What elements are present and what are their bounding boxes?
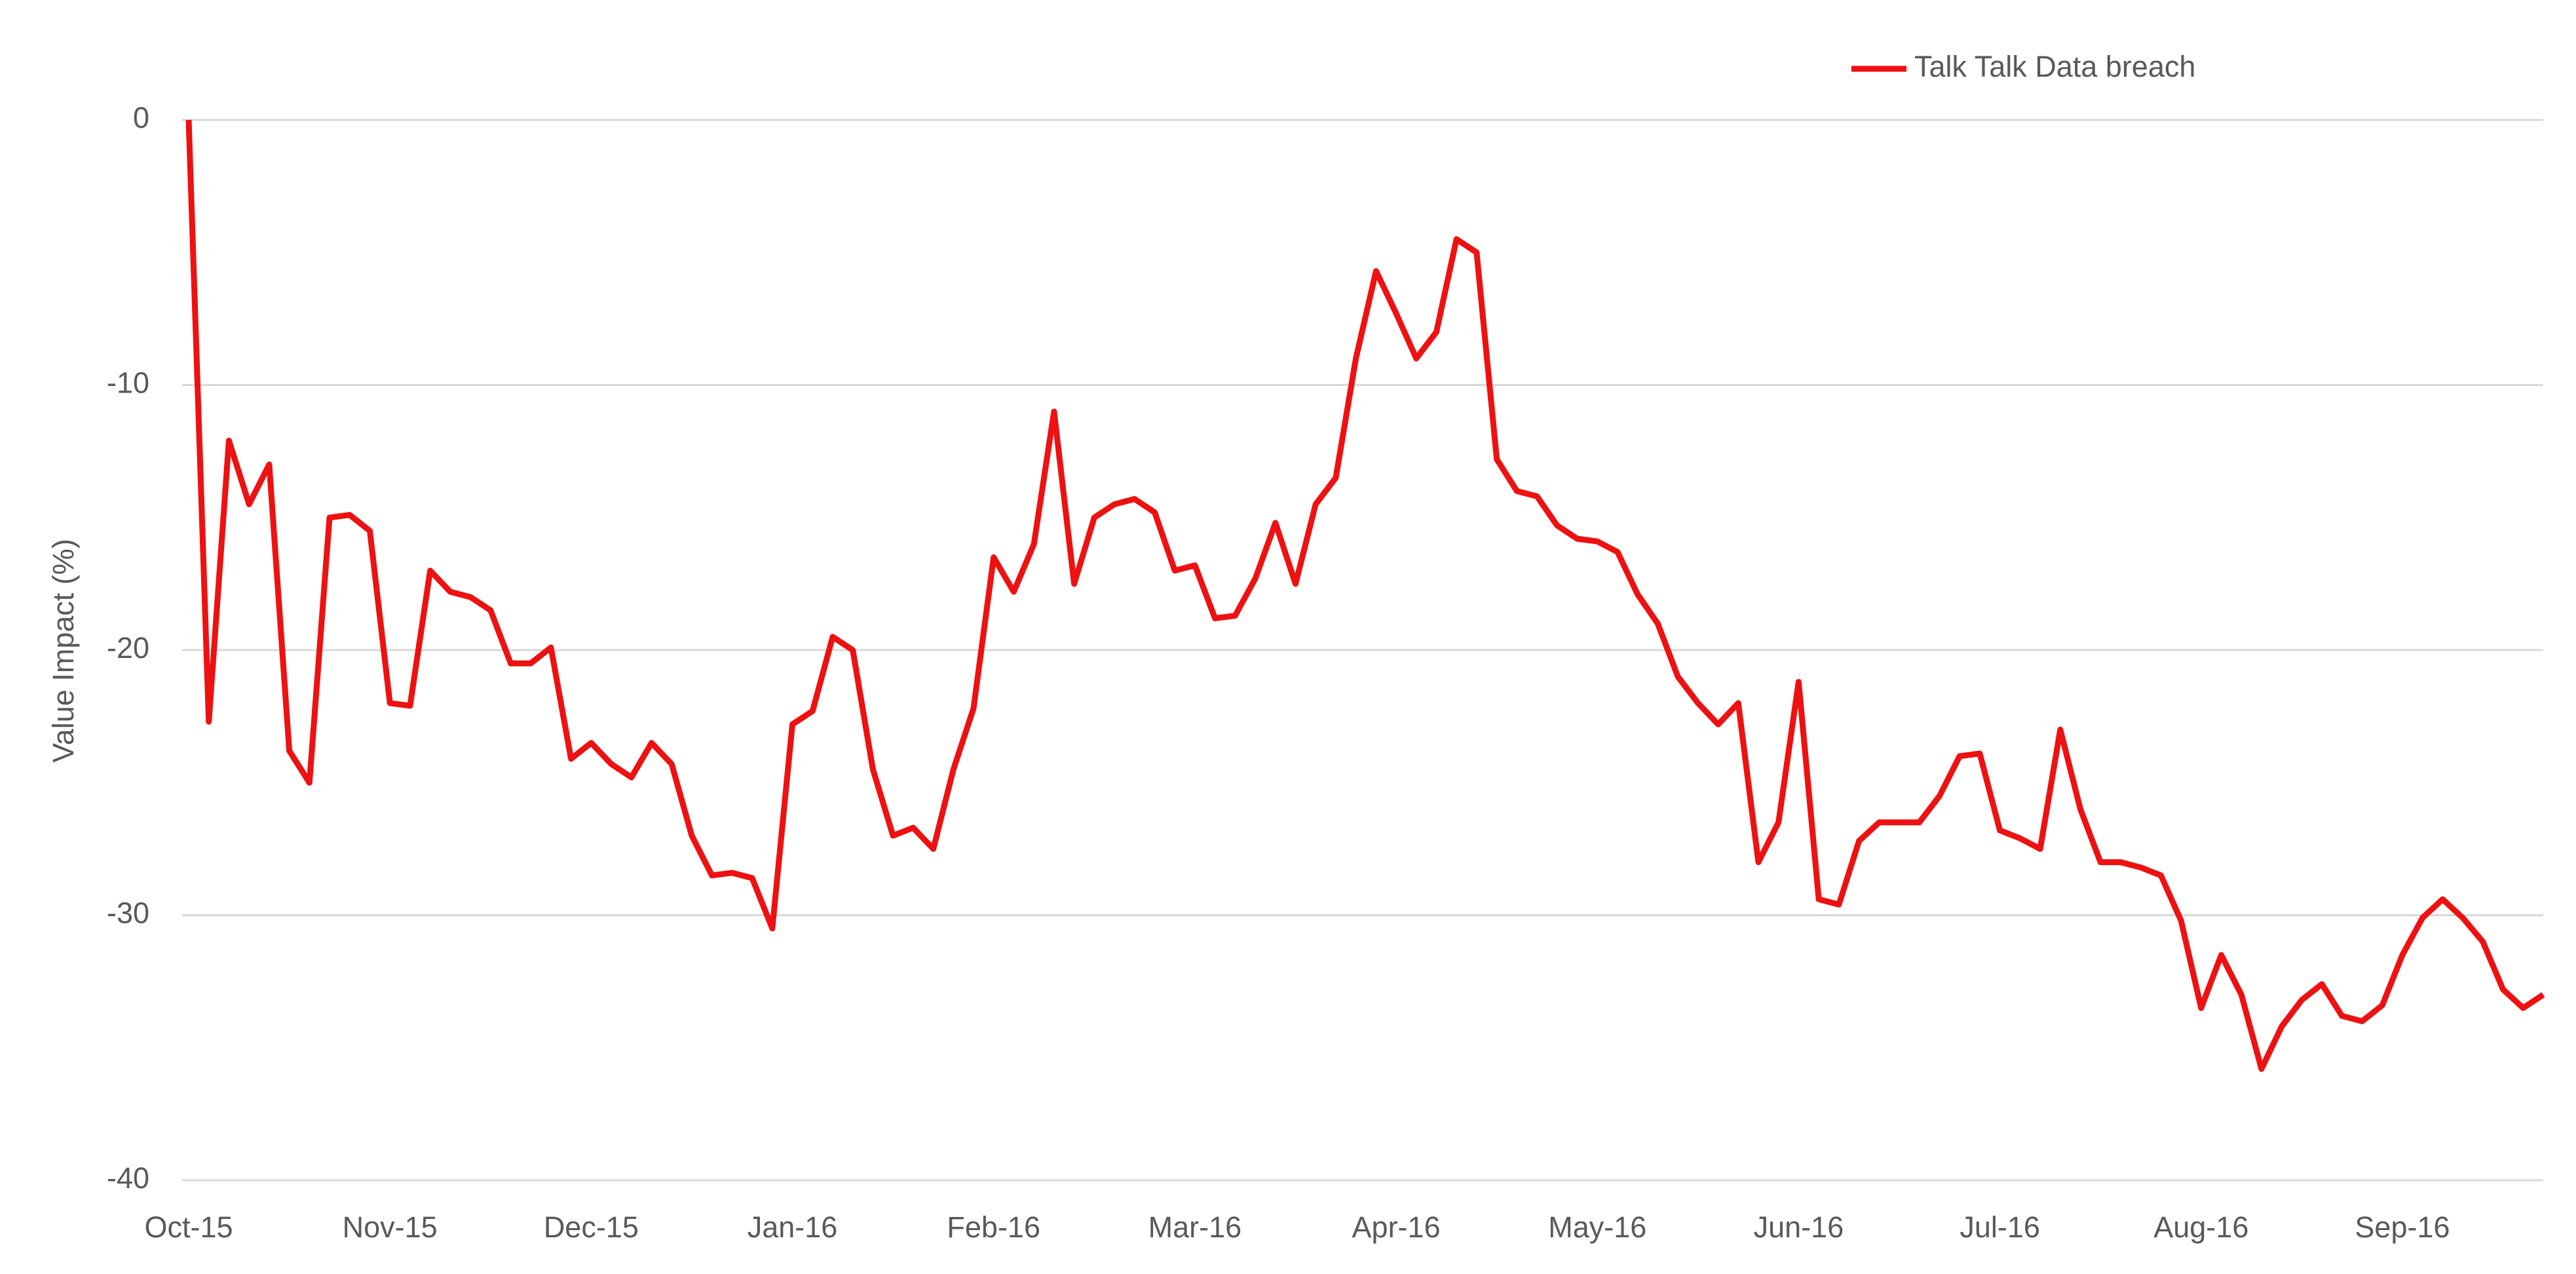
x-tick-label: Dec-15 xyxy=(544,1210,639,1244)
x-tick-label: Aug-16 xyxy=(2153,1210,2248,1244)
x-tick-label: Feb-16 xyxy=(947,1210,1040,1244)
y-tick-label: -40 xyxy=(107,1161,149,1195)
y-tick-label: 0 xyxy=(133,101,149,134)
x-tick-label: Apr-16 xyxy=(1352,1210,1441,1244)
data-line xyxy=(185,119,2545,1072)
x-tick-label: Oct-15 xyxy=(144,1210,233,1244)
legend-label: Talk Talk Data breach xyxy=(1914,50,2195,83)
x-tick-label: Nov-15 xyxy=(343,1210,438,1244)
y-tick-label: -30 xyxy=(107,896,149,929)
x-tick-label: Mar-16 xyxy=(1148,1210,1242,1244)
x-tick-label: Jan-16 xyxy=(748,1210,838,1244)
x-tick-label: Sep-16 xyxy=(2355,1210,2450,1244)
y-tick-label: -20 xyxy=(107,631,149,665)
y-tick-label: -10 xyxy=(107,366,149,399)
y-axis-title: Value Impact (%) xyxy=(47,539,80,763)
x-tick-label: Jun-16 xyxy=(1754,1210,1844,1244)
x-tick-label: May-16 xyxy=(1548,1210,1646,1244)
x-tick-label: Jul-16 xyxy=(1960,1210,2040,1244)
